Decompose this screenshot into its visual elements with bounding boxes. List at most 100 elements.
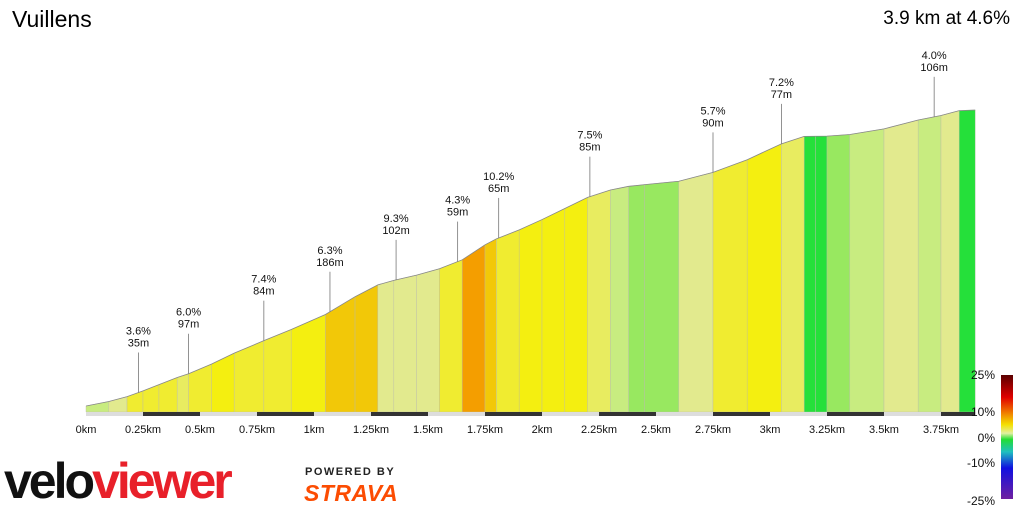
profile-segment (747, 143, 782, 413)
profile-outline (85, 109, 976, 407)
x-tick-label: 2.5km (641, 424, 671, 436)
x-tick-label: 3.25km (809, 424, 845, 436)
profile-segment (918, 115, 942, 413)
x-tick-label: 0.75km (239, 424, 275, 436)
profile-segment (883, 119, 919, 413)
profile-segment (519, 219, 543, 413)
profile-segment (188, 363, 212, 413)
callout-grade: 7.5% (577, 130, 602, 142)
x-tick-label: 0.5km (185, 424, 215, 436)
profile-segment (587, 189, 611, 413)
x-tick-label: 3km (760, 424, 781, 436)
gradient-legend-labels: 25% 10% 0% -10% -25% (967, 368, 995, 508)
callout-grade: 9.3% (384, 213, 409, 225)
callout-grade: 6.0% (176, 307, 201, 319)
road-base-stripe (941, 412, 976, 416)
callout-length: 186m (316, 257, 344, 269)
x-tick-label: 1.5km (413, 424, 443, 436)
callout-grade: 7.4% (251, 274, 276, 286)
road-base (86, 412, 976, 416)
callout-length: 35m (128, 338, 149, 350)
legend-label: 10% (971, 405, 995, 419)
x-tick-label: 0.25km (125, 424, 161, 436)
profile-segment (142, 384, 160, 413)
profile-segment (176, 373, 189, 413)
legend-label: -25% (967, 494, 995, 508)
callout-length: 77m (771, 89, 792, 101)
veloviewer-logo: veloviewer (4, 448, 294, 513)
profile-segment (541, 208, 565, 413)
logo-velo: velo (4, 453, 94, 508)
profile-segment (940, 110, 960, 413)
callout-grade: 3.6% (126, 326, 151, 338)
callout-length: 85m (579, 142, 600, 154)
profile-segment (416, 268, 440, 413)
profile-segment (496, 229, 520, 413)
x-tick-label: 3.75km (923, 424, 959, 436)
road-base-stripe (827, 412, 884, 416)
road-base-stripe (485, 412, 542, 416)
road-base-stripe (713, 412, 770, 416)
callout-grade: 6.3% (317, 245, 342, 257)
x-tick-label: 0km (76, 424, 97, 436)
callout-length: 65m (488, 183, 509, 195)
x-axis-ticks: 0km 0.25km 0.5km 0.75km 1km 1.25km 1.5km 1.75km… (76, 424, 959, 436)
profile-segment (610, 186, 629, 413)
callout-grade: 10.2% (483, 171, 514, 183)
callout-length: 106m (920, 62, 948, 74)
profile-segment (291, 314, 326, 413)
road-base-stripe (143, 412, 200, 416)
x-tick-label: 2.25km (581, 424, 617, 436)
profile-segment (712, 159, 748, 413)
legend-label: 0% (978, 431, 996, 445)
callout-length: 59m (447, 207, 468, 219)
x-tick-label: 2km (532, 424, 553, 436)
profile-segment (564, 197, 588, 413)
profile-segment (263, 329, 292, 413)
road-base-stripe (257, 412, 314, 416)
profile-segment (393, 274, 417, 413)
callout-length: 102m (382, 225, 410, 237)
profile-segment (462, 244, 486, 413)
profile-segment (439, 259, 463, 413)
x-tick-label: 1km (304, 424, 325, 436)
x-tick-label: 3.5km (869, 424, 899, 436)
profile-segment (211, 352, 235, 413)
gradient-callouts: 3.6%35m 6.0%97m 7.4%84m 6.3%186m 9.3%102m 4.3… (126, 50, 948, 393)
profile-segment (804, 136, 816, 413)
callout-grade: 7.2% (769, 77, 794, 89)
x-tick-label: 1.25km (353, 424, 389, 436)
profile-segment (377, 280, 394, 413)
callout-grade: 4.0% (922, 50, 947, 62)
profile-segment (484, 238, 497, 413)
callout-grade: 4.3% (445, 195, 470, 207)
profile-segment (815, 135, 828, 413)
segment-stats: 3.9 km at 4.6% (883, 8, 1010, 29)
callout-length: 97m (178, 319, 199, 331)
svg-text:veloviewer: veloviewer (4, 453, 232, 508)
logo-viewer: viewer (92, 453, 232, 508)
strava-logo: STRAVA (304, 480, 399, 506)
callout-length: 84m (253, 286, 274, 298)
profile-segment (678, 172, 714, 413)
road-base-stripe (599, 412, 656, 416)
profile-segment (959, 109, 976, 413)
profile-segment (85, 401, 110, 413)
segment-title: Vuillens (12, 6, 92, 32)
x-tick-label: 1.75km (467, 424, 503, 436)
callout-grade: 5.7% (700, 105, 725, 117)
profile-segment (628, 184, 645, 413)
powered-by-label: POWERED BY (305, 466, 396, 478)
profile-segment (644, 181, 679, 413)
legend-label: 25% (971, 368, 995, 382)
profile-segment (781, 136, 805, 413)
gradient-legend-bar (1001, 375, 1013, 499)
profile-segment (325, 296, 356, 413)
profile-segment (354, 284, 379, 413)
gradient-bands (85, 109, 976, 413)
x-tick-label: 2.75km (695, 424, 731, 436)
profile-segment (826, 134, 850, 413)
profile-segment (158, 377, 178, 413)
profile-segment (849, 128, 885, 413)
